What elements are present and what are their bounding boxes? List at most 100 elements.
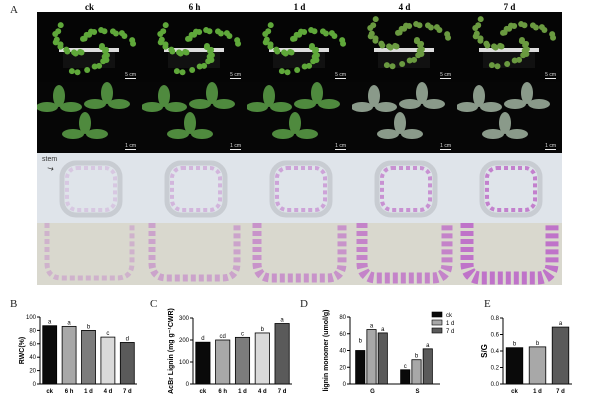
panel-c-label: C: [150, 298, 158, 310]
plant-photo: 5 cm: [142, 12, 247, 82]
stem-section-photo: [247, 153, 352, 223]
leaf-photo: 1 cm: [247, 82, 352, 153]
legend-label: 1 d: [446, 321, 454, 327]
leaf-photo: 1 cm: [37, 82, 142, 153]
x-tick-label: ck: [46, 389, 53, 395]
bar: [42, 325, 58, 385]
y-tick-label: 0.6: [491, 333, 500, 339]
stem-section-zoom-photo: [142, 223, 247, 285]
x-tick-label: 4 d: [258, 389, 267, 395]
x-tick-label: 7 d: [123, 389, 132, 395]
scale-bar: 1 cm: [335, 143, 346, 149]
bar: [400, 369, 411, 385]
legend-swatch: [431, 327, 443, 334]
plant-photo: 5 cm: [457, 12, 562, 82]
significance-letter: a: [48, 320, 52, 326]
stem-section-zoom-photo: [352, 223, 457, 285]
stem-section-zoom-photo: [457, 223, 562, 285]
significance-letter: c: [241, 331, 244, 337]
bar: [355, 350, 366, 385]
y-tick-label: 100: [179, 360, 190, 366]
column-title: 1 d: [293, 2, 306, 12]
stem-annotation: stem: [42, 156, 58, 163]
column-title: 6 h: [188, 2, 201, 12]
significance-letter: b: [536, 341, 540, 347]
y-axis-label: S/G: [480, 344, 489, 358]
stem-section-photo: [142, 153, 247, 223]
y-axis-label: lignin monomer (umol/g): [323, 309, 330, 391]
leaf-photo: 1 cm: [352, 82, 457, 153]
x-tick-label: 1 d: [84, 389, 93, 395]
panel-a-label: A: [10, 4, 18, 16]
significance-letter: b: [359, 339, 363, 345]
significance-letter: d: [201, 336, 204, 342]
y-tick-label: 200: [179, 338, 190, 344]
legend-label: ck: [446, 313, 453, 319]
significance-letter: b: [513, 342, 517, 348]
y-tick-label: 20: [339, 365, 346, 371]
bar: [100, 336, 116, 385]
y-tick-label: 0: [33, 382, 37, 388]
y-tick-label: 300: [179, 316, 190, 322]
bar: [551, 326, 570, 385]
bar: [528, 346, 547, 385]
y-tick-label: 40: [339, 349, 346, 355]
significance-letter: cd: [220, 334, 226, 340]
y-tick-label: 0.2: [491, 366, 500, 372]
significance-letter: a: [381, 327, 385, 333]
bar: [119, 342, 135, 385]
y-tick-label: 40: [29, 355, 36, 361]
column-title: ck: [85, 2, 94, 12]
x-tick-label: 6 h: [65, 389, 74, 395]
significance-letter: c: [404, 364, 407, 370]
bar: [274, 323, 290, 385]
y-tick-label: 60: [339, 332, 346, 338]
significance-letter: a: [67, 320, 71, 326]
bar: [505, 347, 524, 385]
significance-letter: b: [87, 324, 91, 330]
y-tick-label: 0: [343, 382, 347, 388]
scale-bar: 5 cm: [230, 72, 241, 78]
bar: [81, 329, 96, 385]
stem-section-photo: [352, 153, 457, 223]
significance-letter: b: [261, 327, 265, 333]
panel-d-label: D: [300, 298, 308, 310]
x-tick-label: S: [415, 389, 419, 395]
stem-section-zoom-photo: [247, 223, 352, 285]
significance-letter: c: [106, 331, 109, 337]
legend-swatch: [431, 319, 443, 326]
plant-photo: 5 cm: [247, 12, 352, 82]
scale-bar: 5 cm: [125, 72, 136, 78]
scale-bar: 1 cm: [545, 143, 556, 149]
y-tick-label: 0.4: [491, 349, 500, 355]
bar: [234, 336, 251, 385]
leaf-photo: 1 cm: [457, 82, 562, 153]
significance-letter: b: [415, 354, 419, 360]
legend-label: 7 d: [446, 329, 454, 335]
x-tick-label: 7 d: [278, 389, 287, 395]
stem-section-photo: [457, 153, 562, 223]
leaf-photo: 1 cm: [142, 82, 247, 153]
stem-section-photo: [37, 153, 142, 223]
x-tick-label: ck: [200, 389, 207, 395]
x-tick-label: 6 h: [218, 389, 227, 395]
scale-bar: 5 cm: [440, 72, 451, 78]
y-tick-label: 20: [29, 369, 36, 375]
y-tick-label: 60: [29, 342, 36, 348]
legend-swatch: [431, 311, 443, 318]
x-tick-label: 1 d: [238, 389, 247, 395]
bar: [61, 325, 77, 385]
x-tick-label: 7 d: [556, 389, 565, 395]
plant-photo: 5 cm: [352, 12, 457, 82]
y-axis-label: AcBr Lignin (mg g⁻¹CWR): [168, 308, 175, 394]
significance-letter: a: [426, 343, 430, 349]
x-tick-label: 1 d: [533, 389, 542, 395]
scale-bar: 1 cm: [125, 143, 136, 149]
y-tick-label: 0: [186, 382, 190, 388]
scale-bar: 1 cm: [230, 143, 241, 149]
y-tick-label: 100: [26, 315, 37, 321]
y-tick-label: 80: [29, 328, 36, 334]
significance-letter: a: [370, 324, 374, 330]
scale-bar: 5 cm: [545, 72, 556, 78]
scale-bar: 1 cm: [440, 143, 451, 149]
